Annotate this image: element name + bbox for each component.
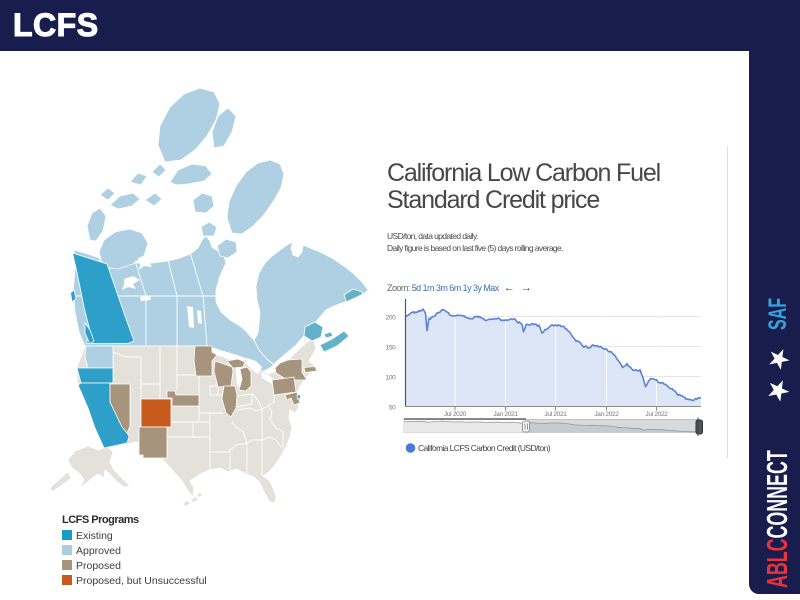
svg-text:50: 50 — [389, 405, 396, 412]
svg-text:Jul 2020: Jul 2020 — [444, 411, 467, 418]
svg-text:Jan 2022: Jan 2022 — [594, 411, 619, 418]
svg-text:200: 200 — [386, 315, 397, 322]
svg-text:California LCFS Carbon Credit: California LCFS Carbon Credit (USD/ton) — [418, 443, 551, 453]
svg-text:150: 150 — [386, 345, 397, 352]
svg-text:Jul 2021: Jul 2021 — [544, 411, 567, 418]
svg-text:100: 100 — [386, 375, 397, 382]
svg-text:Jan 2021: Jan 2021 — [493, 411, 518, 418]
svg-text:Jul 2022: Jul 2022 — [645, 411, 668, 418]
